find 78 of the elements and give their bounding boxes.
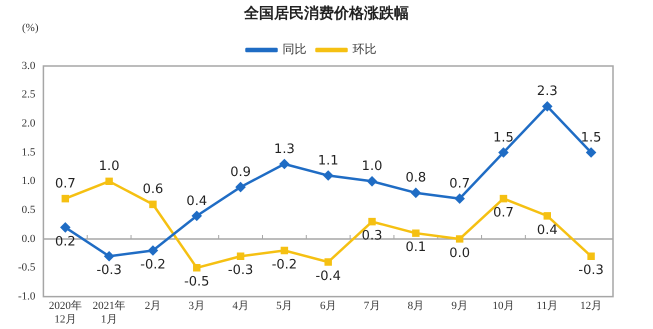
x-tick-label: 12月 — [580, 300, 602, 312]
data-label: 0.6 — [142, 182, 164, 198]
data-label: 2.3 — [536, 84, 558, 100]
point — [148, 246, 158, 256]
point — [104, 251, 114, 261]
point — [456, 235, 464, 243]
chart-title: 全国居民消费价格涨跌幅 — [242, 4, 410, 23]
point — [498, 148, 508, 158]
y-axis-title: (%) — [22, 22, 38, 34]
data-label: 0.7 — [54, 176, 76, 192]
x-tick-label: 3月 — [188, 300, 206, 312]
x-tick-label: 4月 — [232, 300, 249, 312]
point — [62, 194, 70, 202]
data-label: -0.3 — [228, 263, 254, 278]
x-tick-label: 2月 — [144, 300, 162, 312]
point — [454, 194, 464, 204]
data-label: 0.7 — [449, 176, 470, 192]
data-label: 0.4 — [536, 222, 558, 238]
x-tick-label: 5月 — [276, 300, 293, 312]
data-label: -0.5 — [184, 274, 210, 290]
point — [280, 246, 288, 254]
point — [412, 229, 420, 237]
legend-label: 同比 — [282, 42, 306, 56]
legend-label: 环比 — [352, 42, 376, 56]
point — [323, 170, 333, 180]
data-label: 0.3 — [362, 228, 382, 244]
data-label: 1.5 — [493, 130, 514, 146]
point — [367, 176, 377, 186]
y-tick-label: 3.0 — [22, 60, 36, 72]
data-label: -0.2 — [140, 257, 166, 272]
data-label: 1.5 — [580, 130, 602, 146]
y-tick-label: 2.5 — [22, 88, 36, 101]
point — [587, 252, 595, 260]
point — [193, 264, 200, 272]
point — [105, 178, 113, 186]
x-tick-label: 8月 — [408, 300, 424, 312]
point — [544, 212, 552, 220]
data-label: 1.1 — [318, 153, 339, 168]
point — [60, 222, 70, 232]
data-label: 0.9 — [230, 164, 251, 180]
data-label: 0.2 — [54, 234, 76, 250]
point — [280, 159, 290, 169]
point — [586, 148, 596, 158]
x-tick-label: 11月 — [536, 300, 558, 312]
data-label: 1.0 — [98, 159, 120, 174]
point — [500, 194, 508, 202]
data-label: 0.0 — [449, 246, 470, 261]
y-tick-label: 0.0 — [22, 232, 36, 245]
x-tick-label: 2021年 1月 — [92, 300, 126, 326]
point — [411, 188, 421, 198]
y-tick-label: 0.5 — [22, 204, 36, 216]
point — [324, 258, 332, 266]
x-tick-label: 6月 — [320, 300, 336, 312]
data-label: 0.4 — [186, 194, 208, 209]
point — [368, 218, 376, 226]
x-tick-label: 2020年 12月 — [48, 300, 82, 326]
point — [149, 200, 157, 208]
y-tick-label: 1.5 — [22, 146, 36, 158]
y-tick-label: -1.0 — [18, 290, 36, 302]
data-label: -0.3 — [96, 263, 122, 278]
y-tick-label: 1.0 — [22, 175, 36, 188]
point — [192, 211, 202, 221]
x-tick-label: 9月 — [451, 300, 468, 312]
x-tick-label: 10月 — [492, 300, 514, 312]
point — [236, 252, 244, 260]
data-label: 0.1 — [405, 240, 426, 256]
data-label: 0.7 — [493, 205, 514, 220]
data-label: 1.0 — [362, 159, 382, 174]
y-tick-label: 2.0 — [22, 118, 36, 130]
x-tick-label: 7月 — [364, 300, 380, 312]
y-tick-label: -0.5 — [18, 262, 36, 274]
data-label: 1.3 — [274, 142, 295, 157]
data-label: -0.2 — [272, 257, 298, 272]
data-label: -0.4 — [316, 268, 341, 284]
point — [542, 102, 552, 112]
data-label: 0.8 — [405, 170, 426, 186]
point — [236, 182, 246, 192]
data-label: -0.3 — [578, 263, 604, 278]
